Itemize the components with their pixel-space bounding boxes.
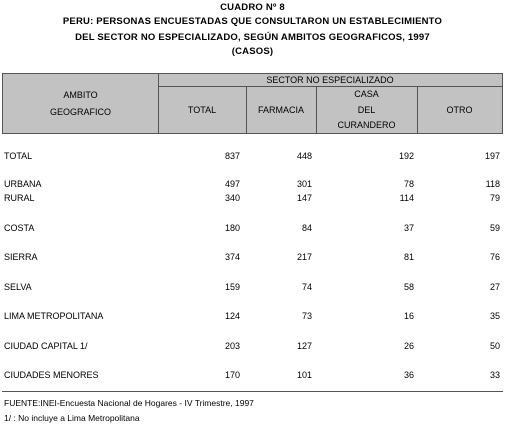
cell-curandero: 26 [403, 341, 414, 351]
cell-farmacia: 84 [301, 223, 312, 233]
cell-total: 159 [224, 282, 240, 292]
cell-farmacia: 217 [296, 252, 312, 262]
table-title-line2: DEL SECTOR NO ESPECIALIZADO, SEGÚN AMBIT… [75, 32, 430, 43]
table-bottom-rule [2, 391, 503, 392]
cell-farmacia: 73 [301, 311, 312, 321]
cell-farmacia: 127 [296, 341, 312, 351]
header-geografico: GEOGRAFICO [49, 107, 111, 117]
row-label: COSTA [4, 223, 35, 233]
cell-otro: 79 [489, 193, 500, 203]
table-row: RURAL 340 147 114 79 [0, 193, 505, 205]
cell-otro: 27 [489, 282, 500, 292]
table-header: AMBITO GEOGRAFICO SECTOR NO ESPECIALIZAD… [2, 73, 503, 134]
cell-farmacia: 147 [296, 193, 312, 203]
cell-total: 124 [224, 311, 240, 321]
table-row: SIERRA 374 217 81 76 [0, 252, 505, 264]
cell-otro: 59 [489, 223, 500, 233]
cell-total: 170 [224, 370, 240, 380]
row-label: URBANA [4, 179, 42, 189]
cell-total: 497 [224, 179, 240, 189]
row-label: RURAL [4, 193, 35, 203]
header-casa: CASA [354, 89, 379, 99]
header-del: DEL [357, 105, 376, 115]
cell-curandero: 192 [398, 151, 414, 161]
header-total: TOTAL [187, 105, 217, 115]
table-row: SELVA 159 74 58 27 [0, 282, 505, 294]
cell-otro: 76 [489, 252, 500, 262]
table-row: CIUDAD CAPITAL 1/ 203 127 26 50 [0, 341, 505, 353]
row-label: SIERRA [4, 252, 38, 262]
table-row: LIMA METROPOLITANA 124 73 16 35 [0, 311, 505, 323]
cell-curandero: 81 [403, 252, 414, 262]
cell-curandero: 78 [403, 179, 414, 189]
header-curandero: CURANDERO [337, 120, 396, 130]
cell-curandero: 58 [403, 282, 414, 292]
cell-otro: 118 [485, 179, 500, 189]
source-note: FUENTE:INEI-Encuesta Nacional de Hogares… [4, 398, 254, 408]
cell-total: 180 [224, 223, 240, 233]
table-units: (CASOS) [231, 46, 274, 57]
cell-farmacia: 101 [296, 370, 312, 380]
cell-total: 374 [224, 252, 240, 262]
header-otro: OTRO [446, 105, 473, 115]
cell-otro: 33 [489, 370, 500, 380]
header-farmacia: FARMACIA [257, 105, 304, 115]
cell-total: 203 [224, 341, 240, 351]
cell-otro: 50 [489, 341, 500, 351]
cell-curandero: 114 [399, 193, 414, 203]
table-row: COSTA 180 84 37 59 [0, 223, 505, 235]
header-sector-group: SECTOR NO ESPECIALIZADO [266, 75, 394, 85]
cell-total: 837 [224, 151, 240, 161]
cell-farmacia: 448 [296, 151, 312, 161]
cell-farmacia: 301 [296, 179, 312, 189]
header-ambito: AMBITO [63, 90, 98, 100]
cell-total: 340 [224, 193, 240, 203]
cell-otro: 35 [489, 311, 500, 321]
table-number: CUADRO Nº 8 [220, 2, 285, 13]
cell-curandero: 16 [403, 311, 414, 321]
row-label: CIUDAD CAPITAL 1/ [4, 341, 88, 351]
cell-curandero: 37 [403, 223, 414, 233]
table-row: TOTAL 837 448 192 197 [0, 151, 505, 163]
table-title-line1: PERU: PERSONAS ENCUESTADAS QUE CONSULTAR… [62, 16, 443, 27]
cell-curandero: 36 [403, 370, 414, 380]
row-label: LIMA METROPOLITANA [4, 311, 104, 321]
table-row: CIUDADES MENORES 170 101 36 33 [0, 370, 505, 382]
cell-otro: 197 [484, 151, 500, 161]
row-label: CIUDADES MENORES [4, 370, 99, 380]
row-label: SELVA [4, 282, 32, 292]
cell-farmacia: 74 [301, 282, 312, 292]
footnote: 1/ : No incluye a Lima Metropolitana [4, 413, 140, 423]
table-row: URBANA 497 301 78 118 [0, 179, 505, 191]
row-label: TOTAL [4, 151, 33, 161]
